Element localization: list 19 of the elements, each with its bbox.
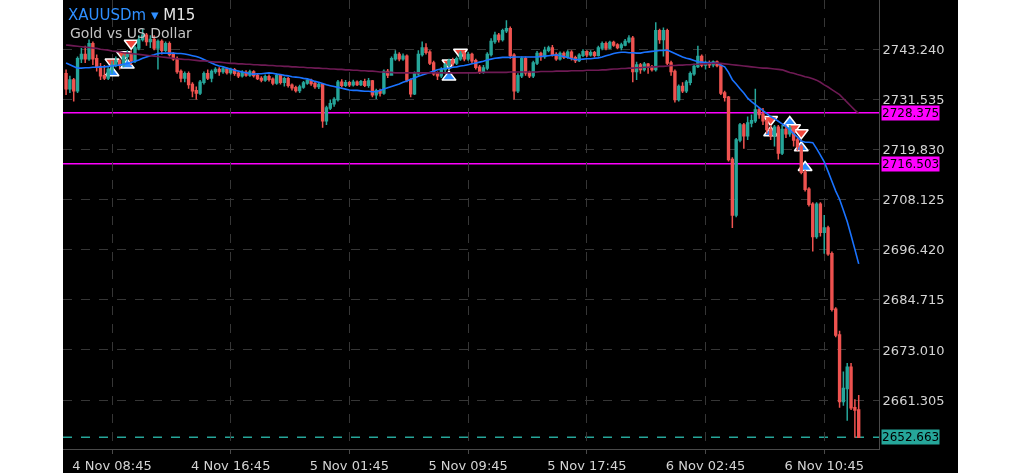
y-tick-label: 2708.125 [882,192,945,208]
ref-line-label: 2716.503 [882,157,940,171]
x-tick-label: 5 Nov 09:45 [428,457,508,473]
ref-line-label: 2652.663 [882,430,940,444]
y-tick-label: 2684.715 [882,292,945,308]
y-tick-label: 2661.305 [882,392,945,408]
y-tick-label: 2731.535 [882,91,945,107]
ref-line-label: 2728.375 [882,106,940,120]
text: XAUUSDm ▾ M15 [68,6,196,25]
x-tick-label: 6 Nov 10:45 [784,457,864,473]
y-tick-label: 2673.010 [882,342,945,358]
x-tick-label: 6 Nov 02:45 [665,457,746,473]
y-tick-label: 2719.830 [882,141,945,157]
x-tick-label: 5 Nov 17:45 [547,457,627,473]
y-tick-label: 2743.240 [882,41,945,57]
y-tick-label: 2696.420 [882,242,945,258]
x-tick-label: 4 Nov 16:45 [191,457,271,473]
x-tick-label: 5 Nov 01:45 [309,457,390,473]
x-tick-label: 4 Nov 08:45 [72,457,152,473]
